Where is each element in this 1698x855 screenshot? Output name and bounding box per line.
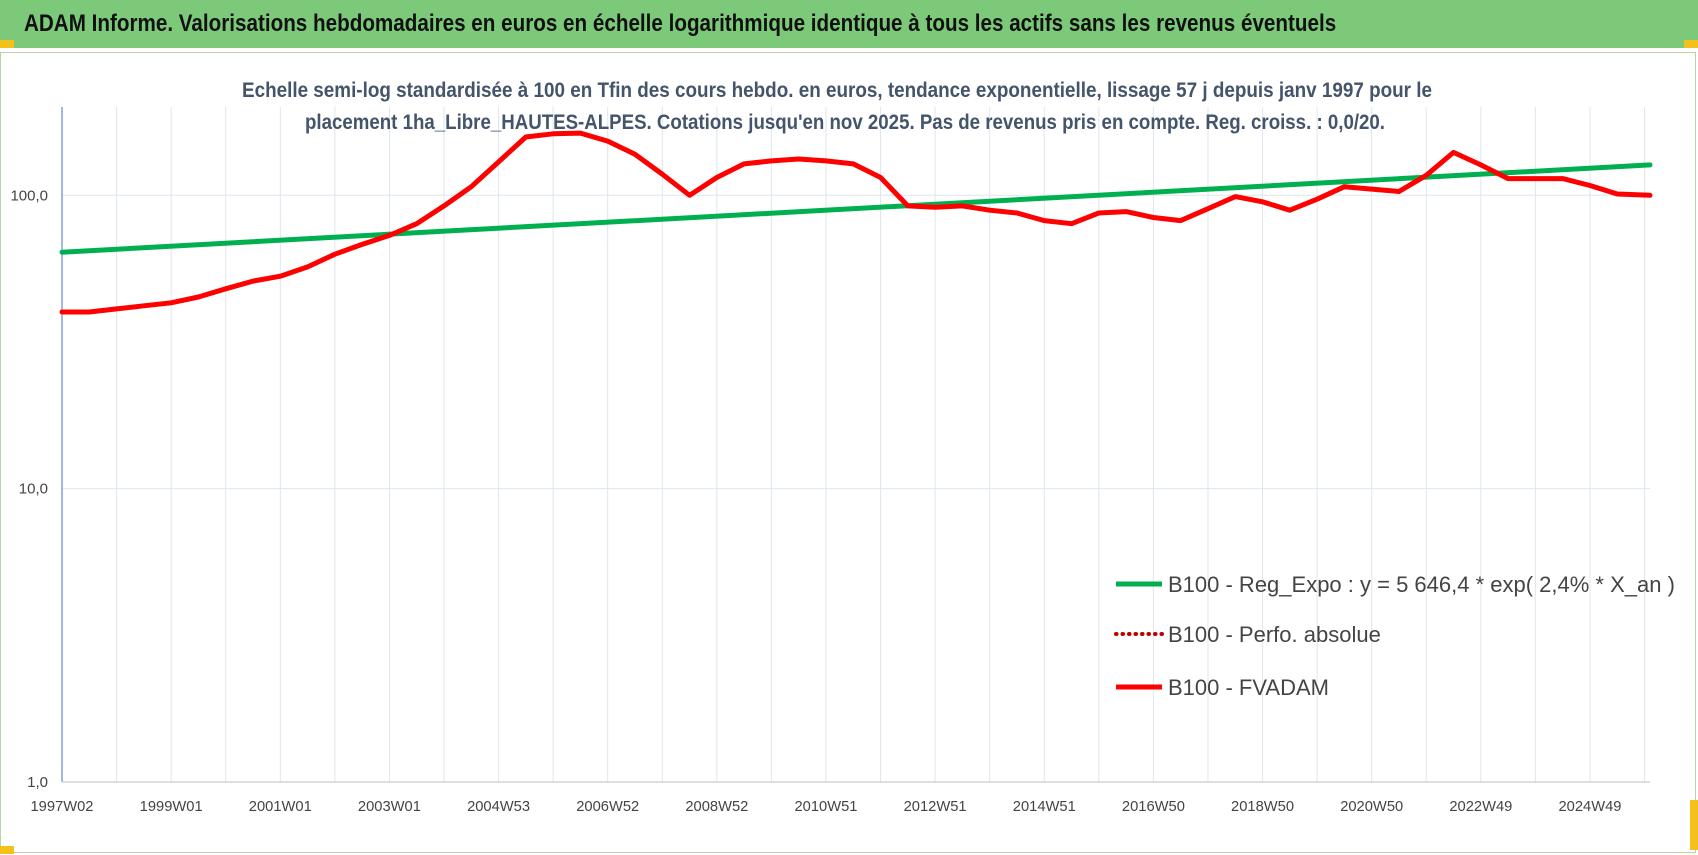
y-tick-label: 1,0: [27, 774, 48, 791]
y-tick-label: 10,0: [19, 481, 48, 498]
header-banner: ADAM Informe. Valorisations hebdomadaire…: [0, 0, 1698, 48]
corner-marker-top-left: [0, 40, 14, 48]
series-line-0: [59, 162, 1653, 255]
x-tick-label: 2001W01: [249, 798, 312, 815]
x-tick-label: 1999W01: [140, 798, 203, 815]
legend-label-0: B100 - Reg_Expo : y = 5 646,4 * exp( 2,4…: [1168, 572, 1675, 597]
x-tick-label: 2014W51: [1013, 798, 1076, 815]
corner-marker-bottom-left: [0, 846, 14, 854]
y-tick-label: 100,0: [10, 187, 48, 204]
corner-marker-bottom-right: [1690, 800, 1698, 850]
x-tick-label: 2016W50: [1122, 798, 1185, 815]
x-tick-label: 2004W53: [467, 798, 530, 815]
x-tick-label: 2008W52: [685, 798, 748, 815]
y-axis-ticks: 1,0 10,0 100,0: [10, 187, 48, 791]
plot-area-border: [0, 52, 1696, 853]
x-tick-label: 2022W49: [1449, 798, 1512, 815]
x-tick-label: 2020W50: [1340, 798, 1403, 815]
x-axis-ticks: 1997W02 1999W01 2001W01 2003W01 2004W53 2006W…: [31, 798, 1622, 815]
page-title: ADAM Informe. Valorisations hebdomadaire…: [24, 10, 1337, 37]
legend-label-1: B100 - Perfo. absolue: [1168, 622, 1381, 647]
legend: B100 - Reg_Expo : y = 5 646,4 * exp( 2,4…: [1114, 572, 1675, 700]
x-tick-label: 2024W49: [1558, 798, 1621, 815]
x-tick-label: 2006W52: [576, 798, 639, 815]
series-lines: [59, 130, 1653, 315]
x-tick-label: 2012W51: [904, 798, 967, 815]
x-tick-label: 2018W50: [1231, 798, 1294, 815]
legend-label-2: B100 - FVADAM: [1168, 675, 1329, 700]
x-tick-label: 2010W51: [794, 798, 857, 815]
axes: [61, 107, 1650, 783]
x-tick-label: 1997W02: [31, 798, 94, 815]
x-tick-label: 2003W01: [358, 798, 421, 815]
corner-marker-top-right: [1684, 40, 1698, 48]
chart-title-line-2: placement 1ha_Libre_HAUTES-ALPES. Cotati…: [305, 111, 1385, 134]
chart-title-line-1: Echelle semi-log standardisée à 100 en T…: [242, 79, 1432, 102]
series-line-2: [59, 130, 1653, 315]
